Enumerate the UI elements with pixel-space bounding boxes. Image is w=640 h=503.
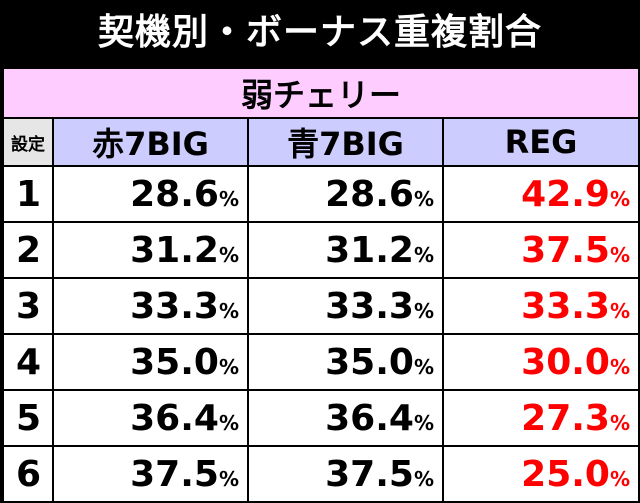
red-big-cell: 28.6% bbox=[52, 165, 249, 223]
percent-sign: % bbox=[218, 354, 239, 379]
red-big-value: 33.3 bbox=[130, 285, 219, 327]
blue-big-value: 33.3 bbox=[325, 285, 414, 327]
red-big-cell: 35.0% bbox=[52, 333, 249, 391]
percent-sign: % bbox=[413, 242, 434, 267]
reg-cell: 30.0% bbox=[441, 333, 640, 391]
condition-row: 弱チェリー bbox=[1, 67, 640, 119]
percent-sign: % bbox=[609, 186, 631, 211]
column-header-setting: 設定 bbox=[2, 117, 54, 167]
red-big-value: 37.5 bbox=[130, 453, 219, 495]
table-row: 5 36.4% 36.4% 27.3% bbox=[2, 389, 640, 447]
setting-cell: 5 bbox=[2, 389, 54, 447]
percent-sign: % bbox=[218, 242, 239, 267]
blue-big-value: 35.0 bbox=[325, 341, 414, 383]
blue-big-cell: 35.0% bbox=[247, 333, 444, 391]
percent-sign: % bbox=[413, 410, 434, 435]
reg-value: 42.9 bbox=[521, 173, 610, 215]
percent-sign: % bbox=[413, 186, 434, 211]
percent-sign: % bbox=[609, 298, 631, 323]
reg-value: 33.3 bbox=[521, 285, 610, 327]
column-header-red-big: 赤7BIG bbox=[52, 117, 249, 167]
red-big-value: 35.0 bbox=[130, 341, 219, 383]
column-header-reg: REG bbox=[441, 117, 640, 167]
percent-sign: % bbox=[609, 354, 631, 379]
blue-big-cell: 31.2% bbox=[247, 221, 444, 279]
page-title: 契機別・ボーナス重複割合 bbox=[97, 12, 542, 53]
table-row: 3 33.3% 33.3% 33.3% bbox=[2, 277, 640, 335]
table-row: 6 37.5% 37.5% 25.0% bbox=[2, 445, 640, 503]
setting-cell: 3 bbox=[2, 277, 54, 335]
red-big-cell: 33.3% bbox=[52, 277, 249, 335]
blue-big-value: 31.2 bbox=[325, 229, 414, 271]
reg-cell: 27.3% bbox=[441, 389, 640, 447]
reg-value: 30.0 bbox=[521, 341, 610, 383]
reg-value: 27.3 bbox=[521, 397, 610, 439]
blue-big-value: 37.5 bbox=[325, 453, 414, 495]
percent-sign: % bbox=[218, 298, 239, 323]
reg-value: 37.5 bbox=[521, 229, 610, 271]
reg-cell: 33.3% bbox=[441, 277, 640, 335]
red-big-cell: 31.2% bbox=[52, 221, 249, 279]
reg-cell: 25.0% bbox=[441, 445, 640, 503]
red-big-cell: 36.4% bbox=[52, 389, 249, 447]
reg-value: 25.0 bbox=[521, 453, 610, 495]
condition-label: 弱チェリー bbox=[1, 67, 640, 119]
setting-cell: 6 bbox=[2, 445, 54, 503]
setting-cell: 1 bbox=[2, 165, 54, 223]
percent-sign: % bbox=[218, 466, 239, 491]
blue-big-cell: 33.3% bbox=[247, 277, 444, 335]
bonus-ratio-table: 弱チェリー 設定 赤7BIG 青7BIG REG 1 28.6% 28.6% 4… bbox=[1, 67, 640, 503]
setting-cell: 4 bbox=[2, 333, 54, 391]
red-big-value: 31.2 bbox=[130, 229, 219, 271]
reg-cell: 37.5% bbox=[441, 221, 640, 279]
blue-big-cell: 36.4% bbox=[247, 389, 444, 447]
percent-sign: % bbox=[218, 410, 239, 435]
table-row: 4 35.0% 35.0% 30.0% bbox=[2, 333, 640, 391]
table-row: 2 31.2% 31.2% 37.5% bbox=[2, 221, 640, 279]
blue-big-cell: 28.6% bbox=[247, 165, 444, 223]
red-big-cell: 37.5% bbox=[52, 445, 249, 503]
red-big-value: 28.6 bbox=[130, 173, 219, 215]
percent-sign: % bbox=[413, 466, 434, 491]
percent-sign: % bbox=[609, 242, 631, 267]
percent-sign: % bbox=[413, 354, 434, 379]
blue-big-cell: 37.5% bbox=[247, 445, 444, 503]
blue-big-value: 28.6 bbox=[325, 173, 414, 215]
red-big-value: 36.4 bbox=[130, 397, 219, 439]
percent-sign: % bbox=[609, 410, 631, 435]
percent-sign: % bbox=[609, 466, 631, 491]
column-header-blue-big: 青7BIG bbox=[247, 117, 444, 167]
blue-big-value: 36.4 bbox=[325, 397, 414, 439]
table-row: 1 28.6% 28.6% 42.9% bbox=[2, 165, 640, 223]
percent-sign: % bbox=[218, 186, 239, 211]
header-row: 設定 赤7BIG 青7BIG REG bbox=[2, 117, 640, 167]
percent-sign: % bbox=[413, 298, 434, 323]
reg-cell: 42.9% bbox=[441, 165, 640, 223]
setting-cell: 2 bbox=[2, 221, 54, 279]
